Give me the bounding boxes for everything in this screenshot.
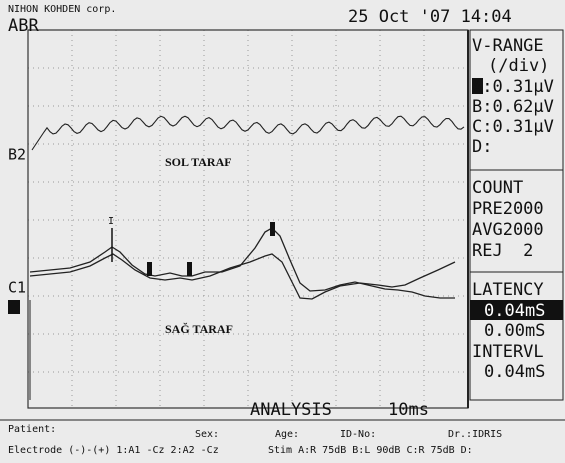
panel-text: PRE2000 xyxy=(472,199,544,219)
footer-field: Patient: xyxy=(8,424,56,435)
channel-range: D: xyxy=(472,137,492,157)
trace-marker xyxy=(8,300,20,314)
panel-text: REJ 2 xyxy=(472,241,533,261)
trace-label: C1 xyxy=(8,279,26,297)
footer-field: Age: xyxy=(275,429,299,440)
peak-marker xyxy=(270,222,275,236)
channel-range: A:0.31μV xyxy=(472,77,554,97)
footer-field: Dr.:IDRIS xyxy=(448,429,502,440)
datetime: 25 Oct '07 14:04 xyxy=(348,7,512,27)
interval-value: 0.04mS xyxy=(484,362,545,382)
caption: SAĞ TARAF xyxy=(165,322,233,336)
footer-field: Stim A:R 75dB B:L 90dB C:R 75dB D: xyxy=(268,445,473,456)
footer-field: ID-No: xyxy=(340,429,376,440)
panel-text: (/div) xyxy=(488,56,549,76)
peak-marker xyxy=(187,262,192,276)
trace-label: B2 xyxy=(8,146,26,164)
panel-text: AVG2000 xyxy=(472,220,544,240)
footer-field: Sex: xyxy=(195,429,219,440)
footer-field: Electrode (-)-(+) 1:A1 -Cz 2:A2 -Cz xyxy=(8,445,219,456)
analysis-label: ANALYSIS xyxy=(250,400,332,420)
panel-heading: COUNT xyxy=(472,178,523,198)
peak-label: I xyxy=(108,216,114,227)
channel-range: B:0.62μV xyxy=(472,97,554,117)
panel-heading: INTERVL xyxy=(472,342,544,362)
latency-value: 0.00mS xyxy=(484,321,545,341)
panel-heading: LATENCY xyxy=(472,280,544,300)
mode: ABR xyxy=(8,16,39,36)
channel-range: C:0.31μV xyxy=(472,117,554,137)
latency-value: 0.04mS xyxy=(484,301,545,321)
peak-marker xyxy=(147,262,152,276)
analysis-value: 10ms xyxy=(388,400,429,420)
device-screen: NIHON KOHDEN corp. ABR 25 Oct '07 14:04 … xyxy=(0,0,565,463)
panel-heading: V-RANGE xyxy=(472,36,544,56)
maker: NIHON KOHDEN corp. xyxy=(8,4,116,15)
caption: SOL TARAF xyxy=(165,155,232,169)
